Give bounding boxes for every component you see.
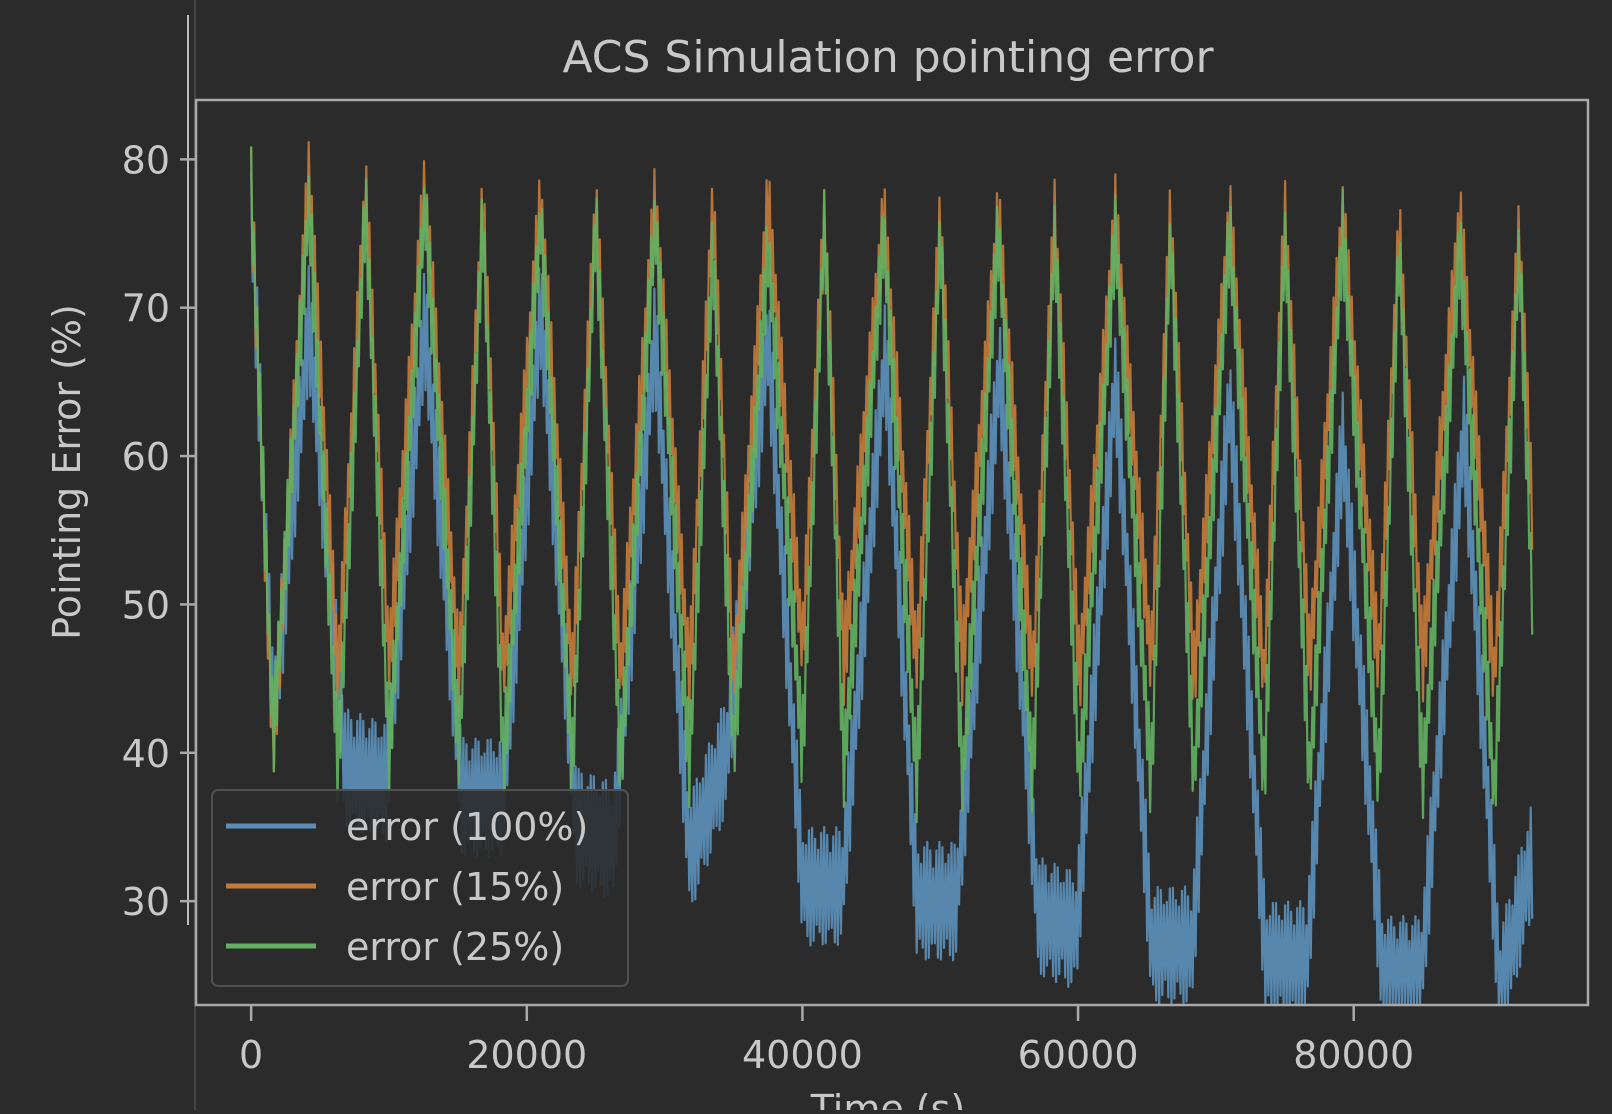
- y-tick-label: 60: [122, 435, 170, 479]
- y-tick-label: 50: [122, 583, 170, 627]
- legend-label: error (25%): [346, 925, 564, 969]
- y-tick-label: 70: [122, 287, 170, 331]
- x-tick-label: 20000: [466, 1033, 587, 1077]
- chart-title: ACS Simulation pointing error: [562, 32, 1214, 83]
- axes-frame: [194, 98, 1590, 1007]
- x-tick-label: 40000: [742, 1033, 863, 1077]
- axis-layer: 30 40 50 60 70 80 0 20000 40000 60000 80000: [122, 138, 1415, 1077]
- legend-label: error (100%): [346, 805, 588, 849]
- x-tick-label: 60000: [1018, 1033, 1139, 1077]
- y-tick-label: 80: [122, 138, 170, 182]
- x-tick-label: 80000: [1293, 1033, 1414, 1077]
- x-tick-label: 0: [239, 1033, 263, 1077]
- legend-box: [211, 789, 629, 987]
- y-axis-label: Pointing Error (%): [45, 304, 89, 640]
- x-axis-label: Time (s): [810, 1087, 966, 1110]
- y-tick-label: 40: [122, 732, 170, 776]
- series-line-3: [250, 146, 1534, 824]
- legend: error (100%) error (15%) error (25%): [211, 789, 629, 987]
- y-tick-label: 30: [122, 880, 170, 924]
- legend-label: error (15%): [346, 865, 564, 909]
